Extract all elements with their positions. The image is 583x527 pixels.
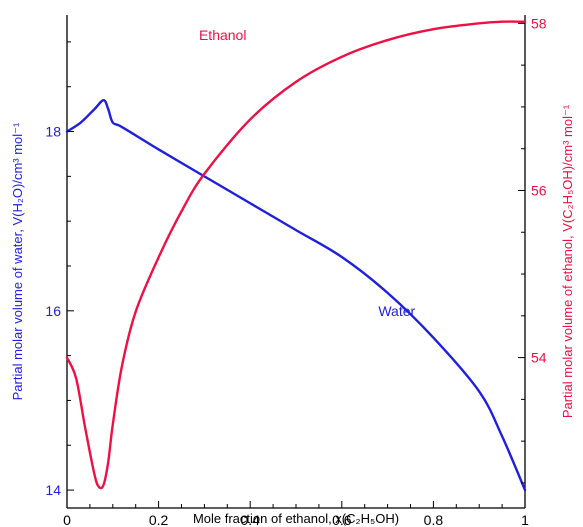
data-point-ethanol bbox=[433, 28, 435, 30]
data-point-ethanol bbox=[98, 486, 100, 488]
data-point-water bbox=[80, 122, 82, 124]
data-point-ethanol bbox=[204, 173, 206, 175]
labels-layer: Ethanol Water Mole fraction of ethanol, x(… bbox=[10, 27, 575, 526]
y-right-axis-title: Partial molar volume of ethanol, V(C₂H₅O… bbox=[560, 104, 575, 418]
data-point-ethanol bbox=[94, 474, 96, 476]
data-point-ethanol bbox=[85, 428, 87, 430]
x-tick-label: 0 bbox=[63, 512, 71, 527]
data-point-water bbox=[121, 126, 123, 128]
y-left-tick-label: 18 bbox=[45, 124, 61, 140]
data-point-water bbox=[341, 256, 343, 258]
data-point-water bbox=[94, 108, 96, 110]
series-layer bbox=[65, 20, 527, 492]
data-point-ethanol bbox=[107, 461, 109, 463]
data-point-water bbox=[478, 391, 480, 393]
y-right-tick-label: 54 bbox=[531, 350, 547, 366]
data-point-ethanol bbox=[387, 39, 389, 41]
data-point-water bbox=[524, 489, 526, 491]
x-axis-title: Mole fraction of ethanol, x(C₂H₅OH) bbox=[193, 511, 399, 526]
data-point-water bbox=[295, 229, 297, 231]
data-point-ethanol bbox=[121, 365, 123, 367]
data-point-ethanol bbox=[112, 424, 114, 426]
x-tick-label: 0.8 bbox=[424, 512, 444, 527]
y-left-axis-title: Partial molar volume of water, V(H₂O)/cm… bbox=[10, 122, 25, 400]
data-point-ethanol bbox=[295, 81, 297, 83]
data-point-water bbox=[112, 122, 114, 124]
data-point-ethanol bbox=[181, 211, 183, 213]
data-point-water bbox=[103, 99, 105, 101]
series-line-ethanol bbox=[65, 20, 527, 490]
y-left-tick-label: 16 bbox=[45, 303, 61, 319]
data-point-ethanol bbox=[249, 119, 251, 121]
data-point-water bbox=[158, 149, 160, 151]
ticks-layer: 0 0.2 0.4 0.6 0.8 1 14 16 18 54 56 58 bbox=[45, 15, 546, 527]
data-point-ethanol bbox=[501, 21, 503, 23]
data-point-ethanol bbox=[478, 23, 480, 25]
y-right-tick-label: 58 bbox=[531, 15, 547, 31]
data-point-ethanol bbox=[135, 311, 137, 313]
data-point-ethanol bbox=[103, 484, 105, 486]
data-point-water bbox=[433, 337, 435, 339]
data-point-water bbox=[501, 435, 503, 437]
data-point-water bbox=[387, 292, 389, 294]
series-line-water bbox=[65, 98, 527, 492]
x-tick-label: 0.4 bbox=[240, 512, 260, 527]
data-point-ethanol bbox=[341, 56, 343, 58]
series-label-water: Water bbox=[378, 303, 415, 319]
y-right-tick-label: 56 bbox=[531, 182, 547, 198]
data-point-ethanol bbox=[524, 21, 526, 23]
y-left-tick-label: 14 bbox=[45, 482, 61, 498]
series-label-ethanol: Ethanol bbox=[199, 27, 246, 43]
plot-frame bbox=[66, 15, 526, 509]
x-tick-label: 0.2 bbox=[149, 512, 169, 527]
x-tick-label: 0.6 bbox=[332, 512, 352, 527]
data-point-ethanol bbox=[66, 357, 68, 359]
data-point-water bbox=[107, 108, 109, 110]
data-point-ethanol bbox=[158, 257, 160, 259]
data-point-ethanol bbox=[75, 378, 77, 380]
x-tick-label: 1 bbox=[521, 512, 529, 527]
data-point-water bbox=[249, 202, 251, 204]
